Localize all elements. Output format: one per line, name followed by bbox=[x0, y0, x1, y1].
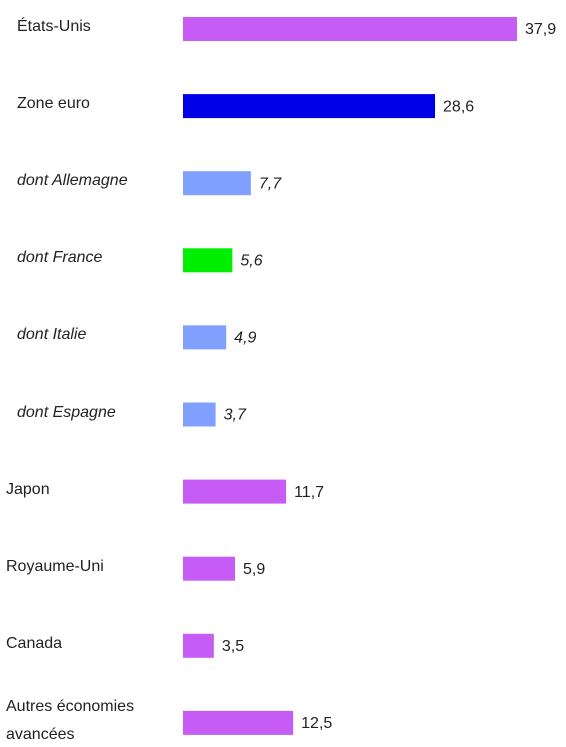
value-label: 3,5 bbox=[222, 638, 244, 655]
category-label: dont Espagne bbox=[17, 403, 116, 421]
bar bbox=[183, 633, 214, 658]
category-label: Canada bbox=[6, 634, 63, 652]
bar bbox=[183, 710, 294, 735]
value-label: 12,5 bbox=[301, 715, 332, 732]
bar bbox=[183, 402, 216, 427]
value-label: 11,7 bbox=[294, 484, 324, 501]
bar bbox=[183, 325, 227, 350]
value-label: 5,9 bbox=[243, 561, 265, 578]
bar bbox=[183, 248, 233, 273]
value-label: 3,7 bbox=[224, 407, 247, 424]
bar bbox=[183, 171, 251, 196]
bar bbox=[183, 479, 287, 504]
value-label: 37,9 bbox=[525, 21, 556, 38]
category-label: Autres économies avancées bbox=[6, 697, 135, 743]
category-label: Zone euro bbox=[17, 95, 90, 113]
bar bbox=[183, 556, 235, 581]
value-label: 7,7 bbox=[259, 175, 282, 192]
category-label: dont France bbox=[17, 249, 103, 267]
category-label: Japon bbox=[6, 480, 50, 498]
value-label: 5,6 bbox=[240, 253, 262, 270]
category-label: dont Allemagne bbox=[17, 172, 128, 190]
bar bbox=[183, 94, 436, 119]
value-label: 28,6 bbox=[443, 98, 474, 115]
bar bbox=[183, 17, 517, 41]
category-label: États-Unis bbox=[17, 18, 91, 35]
category-label: Royaume-Uni bbox=[6, 557, 104, 575]
value-label: 4,9 bbox=[234, 330, 256, 347]
category-label: dont Italie bbox=[17, 326, 87, 344]
